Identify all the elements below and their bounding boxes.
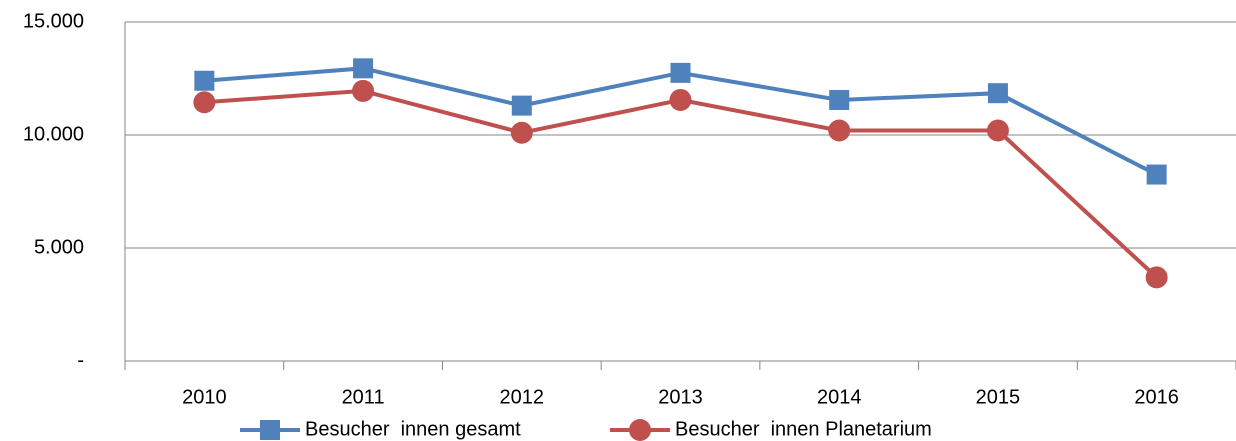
legend-marker — [629, 419, 651, 441]
data-point — [194, 70, 215, 91]
x-tick-label: 2015 — [976, 386, 1021, 408]
x-tick-label: 2013 — [658, 386, 703, 408]
data-point — [511, 95, 532, 116]
series-line — [204, 66, 1158, 177]
x-tick-label: 2010 — [182, 386, 227, 408]
data-point — [1145, 266, 1168, 289]
x-tick-label: 2012 — [500, 386, 545, 408]
y-tick-label: 15.000 — [23, 10, 84, 32]
series-line — [204, 88, 1159, 279]
y-tick-label: 10.000 — [23, 123, 84, 145]
data-point — [829, 89, 850, 110]
data-point — [669, 88, 692, 111]
data-point — [987, 83, 1008, 104]
legend-label: Besucher innen Planetarium — [675, 418, 932, 440]
data-point — [510, 121, 533, 144]
legend-marker — [260, 420, 280, 440]
legend-label: Besucher innen gesamt — [305, 418, 521, 440]
data-point — [986, 119, 1009, 142]
data-point — [193, 91, 216, 114]
x-tick-label: 2014 — [817, 386, 862, 408]
x-tick-label: 2016 — [1134, 386, 1179, 408]
data-point — [1146, 164, 1167, 185]
x-tick-label: 2011 — [342, 386, 385, 408]
data-point — [670, 62, 691, 83]
data-point — [352, 79, 375, 102]
data-point — [353, 58, 374, 79]
y-tick-label: 5.000 — [34, 236, 84, 258]
data-point — [828, 119, 851, 142]
y-tick-label: - — [77, 349, 84, 371]
